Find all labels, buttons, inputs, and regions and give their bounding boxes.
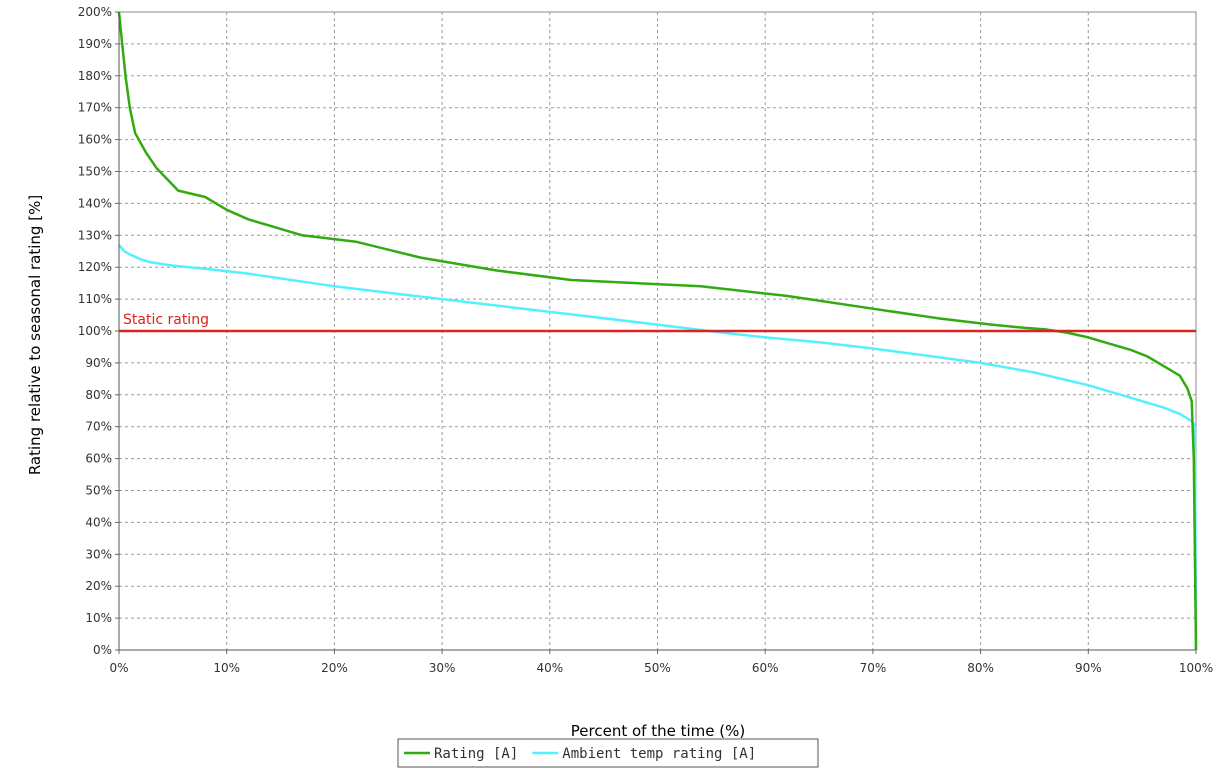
y-tick-label: 20% (85, 579, 112, 593)
y-tick-label: 10% (85, 611, 112, 625)
y-tick-label: 200% (78, 5, 112, 19)
x-tick-label: 10% (213, 661, 240, 675)
static-rating-label: Static rating (123, 312, 209, 328)
axes (115, 11, 1197, 654)
y-tick-label: 90% (85, 356, 112, 370)
x-tick-label: 40% (536, 661, 563, 675)
x-tick-label: 60% (752, 661, 779, 675)
x-tick-label: 50% (644, 661, 671, 675)
series-lines (117, 11, 1198, 651)
x-tick-label: 70% (860, 661, 887, 675)
y-tick-label: 150% (78, 165, 112, 179)
y-tick-label: 130% (78, 228, 112, 242)
y-tick-label: 140% (78, 196, 112, 210)
y-tick-label: 180% (78, 69, 112, 83)
y-tick-label: 70% (85, 420, 112, 434)
legend-box (397, 738, 819, 768)
legend-label-0: Rating [A] (434, 746, 518, 762)
x-tick-label: 80% (967, 661, 994, 675)
y-tick-label: 60% (85, 452, 112, 466)
y-tick-label: 160% (78, 133, 112, 147)
y-tick-label: 50% (85, 484, 112, 498)
x-tick-label: 20% (321, 661, 348, 675)
x-tick-label: 30% (429, 661, 456, 675)
y-tick-label: 40% (85, 515, 112, 529)
tick-labels: 0% 10% 20% 30% 40% 50% 60% 70% 80% 90% 100% 0% 10% 20… (78, 5, 1213, 675)
legend-label-1: Ambient temp rating [A] (562, 746, 756, 762)
legend: Rating [A] Ambient temp rating [A] (397, 738, 819, 768)
x-tick-label: 0% (109, 661, 128, 675)
x-tick-label: 90% (1075, 661, 1102, 675)
y-tick-label: 120% (78, 260, 112, 274)
y-tick-label: 80% (85, 388, 112, 402)
y-tick-label: 0% (93, 643, 112, 657)
series-line-0 (117, 11, 1198, 651)
y-tick-label: 190% (78, 37, 112, 51)
y-tick-label: 100% (78, 324, 112, 338)
y-tick-label: 30% (85, 547, 112, 561)
y-tick-label: 170% (78, 101, 112, 115)
x-tick-label: 100% (1179, 661, 1213, 675)
series-line-1 (118, 244, 1198, 651)
y-tick-label: 110% (78, 292, 112, 306)
annotations: Static rating (119, 312, 1196, 333)
y-axis-title: Rating relative to seasonal rating [%] (26, 195, 44, 475)
x-axis-title: Percent of the time (%) (571, 722, 745, 740)
